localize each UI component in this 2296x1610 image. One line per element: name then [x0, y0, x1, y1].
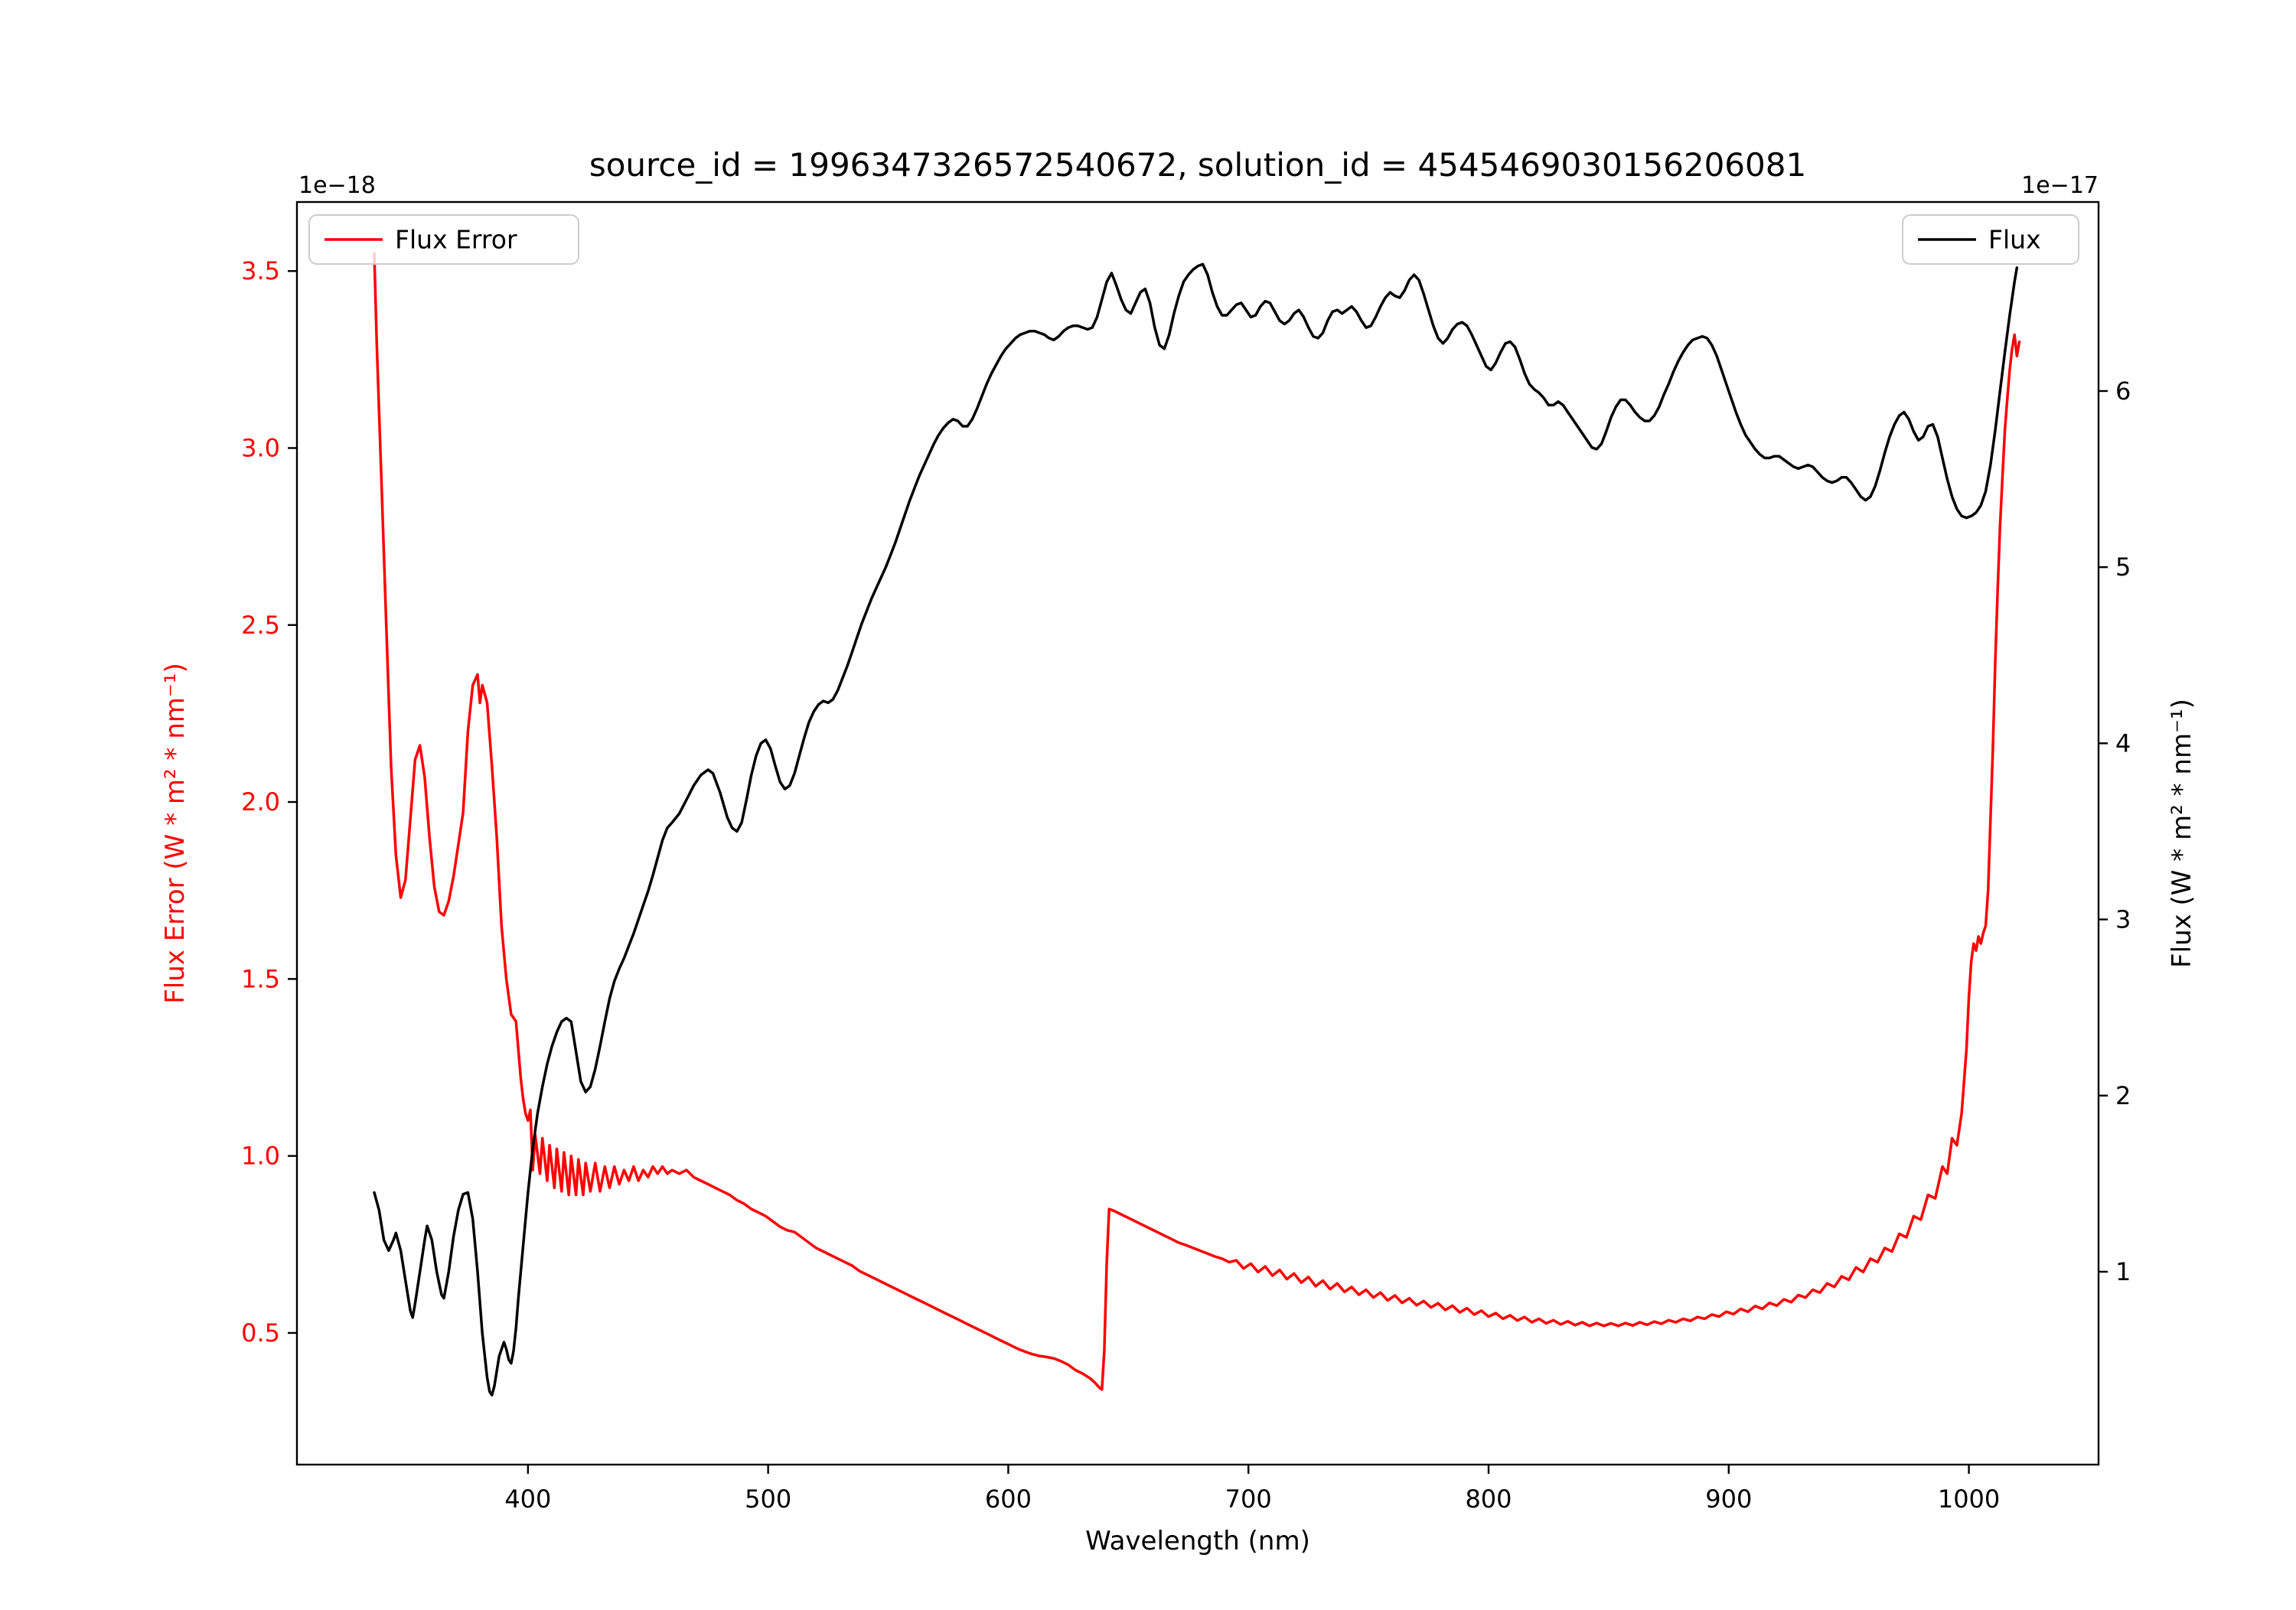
- legend-flux-error: Flux Error: [308, 214, 579, 265]
- x-tick-label: 1000: [1938, 1485, 2000, 1514]
- legend-flux-frame: [1902, 214, 2079, 265]
- left-y-tick-label: 3.0: [241, 433, 280, 462]
- left-axis-offset-text: 1e−18: [298, 172, 376, 199]
- legend-flux-error-frame: [308, 214, 579, 265]
- x-tick-label: 800: [1465, 1485, 1512, 1514]
- x-tick-label: 500: [745, 1485, 791, 1514]
- right-y-tick-label: 2: [2115, 1081, 2131, 1110]
- left-y-axis-label: Flux Error (W * m² * nm⁻¹): [160, 663, 191, 1004]
- x-tick-label: 600: [985, 1485, 1032, 1514]
- left-y-tick-label: 3.5: [241, 256, 280, 285]
- x-tick-label: 900: [1705, 1485, 1752, 1514]
- right-axis-offset-text: 1e−17: [2021, 172, 2099, 199]
- left-y-tick-label: 2.0: [241, 787, 280, 816]
- legend-flux-error-label: Flux Error: [395, 225, 517, 255]
- x-tick-label: 400: [504, 1485, 551, 1514]
- x-tick-label: 700: [1225, 1485, 1272, 1514]
- right-y-tick-label: 1: [2115, 1257, 2131, 1286]
- right-y-tick-label: 4: [2115, 728, 2131, 758]
- x-axis-label: Wavelength (nm): [1085, 1526, 1310, 1556]
- left-y-tick-label: 2.5: [241, 611, 280, 640]
- flux-error-line: [373, 252, 2021, 1391]
- left-y-tick-label: 1.0: [241, 1142, 280, 1171]
- legend-flux: Flux: [1902, 214, 2079, 265]
- series-group: [373, 252, 2021, 1397]
- chart-title: source_id = 1996347326572540672, solutio…: [589, 146, 1806, 184]
- legend-flux-label: Flux: [1988, 225, 2041, 255]
- left-y-tick-label: 1.5: [241, 964, 280, 993]
- right-y-tick-label: 3: [2115, 905, 2131, 934]
- right-y-axis-label: Flux (W * m² * nm⁻¹): [2167, 699, 2197, 968]
- left-y-tick-label: 0.5: [241, 1318, 280, 1348]
- axis-ticks: 400 500 600 700 800 900 1000 0.5 1.0 1.5 2.0 2.5 3.0…: [241, 256, 2131, 1514]
- right-y-tick-label: 6: [2115, 376, 2131, 406]
- flux-line: [373, 262, 2019, 1397]
- plot-area: [295, 200, 2100, 1466]
- right-y-tick-label: 5: [2115, 552, 2131, 582]
